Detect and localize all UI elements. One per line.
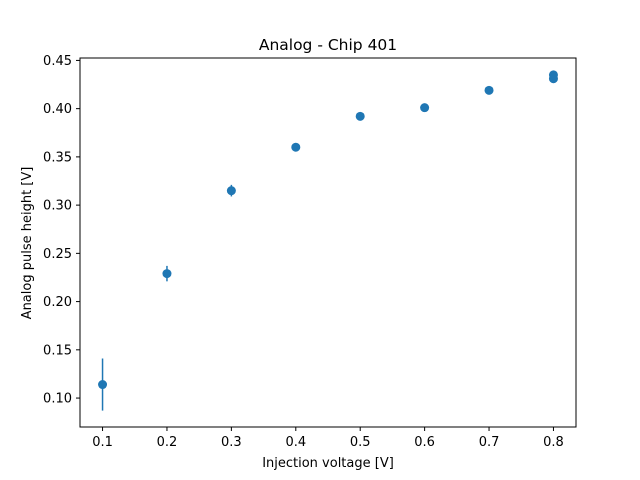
chart-title: Analog - Chip 401 [259,36,397,54]
y-axis-label: Analog pulse height [V] [20,167,35,320]
data-point [291,142,301,152]
x-tick-label: 0.4 [285,435,306,450]
y-tick-label: 0.25 [43,247,72,262]
x-tick-label: 0.6 [414,435,435,450]
x-tick-label: 0.3 [221,435,242,450]
x-tick-label: 0.1 [92,435,113,450]
plot-area-frame [79,57,577,428]
x-tick-label: 0.7 [479,435,500,450]
data-point [226,186,236,196]
y-tick-label: 0.35 [43,150,72,165]
x-axis-label: Injection voltage [V] [262,456,394,471]
x-tick-label: 0.2 [157,435,178,450]
y-tick-label: 0.15 [43,343,72,358]
data-point [98,380,108,390]
data-point [548,70,558,80]
x-tick-label: 0.5 [350,435,371,450]
data-point [355,111,365,121]
y-tick-label: 0.20 [43,295,72,310]
data-marks [98,70,558,411]
data-point [484,85,494,95]
data-point [420,103,430,113]
y-tick-label: 0.40 [43,102,72,117]
y-tick-label: 0.10 [43,392,72,407]
y-tick-label: 0.30 [43,199,72,214]
data-point [162,269,172,279]
axis-ticks: 0.1 0.2 0.3 0.4 0.5 0.6 0.7 0.8 0.10 0.15 0.20 0.25… [43,54,564,450]
x-tick-label: 0.8 [543,435,564,450]
y-tick-label: 0.45 [43,54,72,69]
